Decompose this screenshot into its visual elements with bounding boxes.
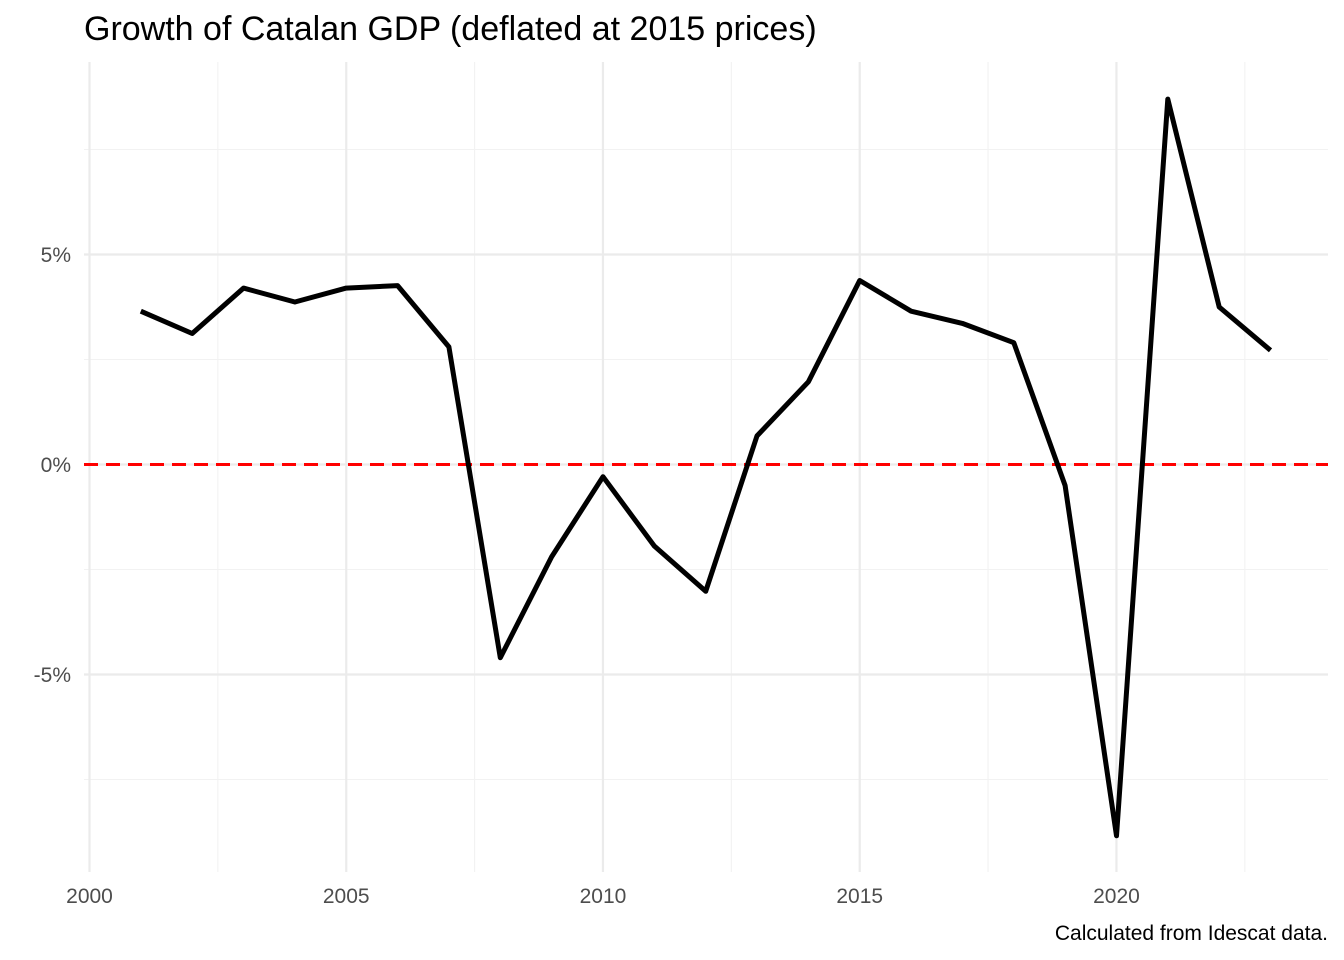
gdp-growth-line [139, 96, 1273, 839]
x-tick-label: 2015 [836, 885, 883, 908]
data-point [292, 299, 297, 304]
data-point [1165, 97, 1170, 102]
data-point [549, 554, 554, 559]
data-point [1063, 483, 1068, 488]
series-group [138, 96, 1273, 839]
y-tick-label: -5% [34, 664, 71, 687]
data-point [1217, 305, 1222, 310]
y-tick-label: 5% [41, 244, 71, 267]
x-tick-label: 2010 [580, 885, 627, 908]
data-point [960, 321, 965, 326]
data-point [190, 331, 195, 336]
data-point [1268, 348, 1273, 353]
data-point [600, 474, 605, 479]
x-tick-label: 2020 [1093, 885, 1140, 908]
data-point [857, 278, 862, 283]
data-point [344, 286, 349, 291]
data-point [498, 655, 503, 660]
data-point [395, 283, 400, 288]
data-point [1114, 833, 1119, 838]
chart-title: Growth of Catalan GDP (deflated at 2015 … [84, 10, 817, 48]
x-tick-label: 2000 [66, 885, 113, 908]
data-point [1011, 340, 1016, 345]
data-point [703, 589, 708, 594]
x-tick-label: 2005 [323, 885, 370, 908]
x-axis-ticks: 2000 2005 2010 2015 2020 [66, 885, 1140, 908]
data-point [241, 286, 246, 291]
data-point [909, 309, 914, 314]
y-axis-ticks: -5% 0% 5% [34, 244, 71, 687]
data-point [755, 433, 760, 438]
data-point [446, 344, 451, 349]
data-point [806, 379, 811, 384]
data-point [652, 543, 657, 548]
y-tick-label: 0% [41, 454, 71, 477]
data-point [138, 309, 143, 314]
chart-caption: Calculated from Idescat data. [1055, 922, 1328, 945]
